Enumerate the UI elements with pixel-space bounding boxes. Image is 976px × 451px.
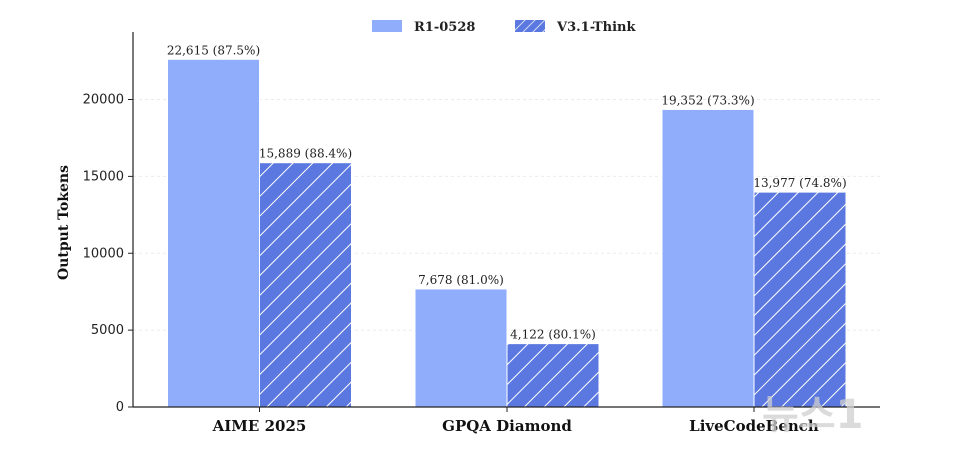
bars bbox=[167, 58, 847, 408]
bar-r1-0528 bbox=[167, 58, 260, 408]
legend-label: V3.1-Think bbox=[556, 20, 636, 35]
bar-v3-1-think bbox=[259, 162, 352, 408]
legend-swatch-r1-0528 bbox=[372, 20, 402, 32]
axes: 0 5000 10000 15000 20000 Output Tokens AIME 20… bbox=[56, 32, 880, 435]
data-labels: 22,615 (87.5%) 15,889 (88.4%) 7,678 (81.0%… bbox=[167, 43, 847, 341]
bar-r1-0528 bbox=[661, 108, 755, 408]
y-tick-label: 15000 bbox=[83, 169, 124, 184]
watermark-logo: 뉴스1 bbox=[762, 392, 863, 438]
y-tick-label: 10000 bbox=[83, 246, 124, 261]
x-tick-label: GPQA Diamond bbox=[442, 417, 572, 435]
data-label: 7,678 (81.0%) bbox=[418, 273, 504, 287]
data-label: 22,615 (87.5%) bbox=[167, 43, 260, 57]
x-tick-label: LiveCodeBench bbox=[689, 417, 819, 435]
legend-swatch-v3-1-think bbox=[515, 20, 545, 32]
y-tick-label: 5000 bbox=[91, 323, 124, 338]
data-label: 15,889 (88.4%) bbox=[259, 147, 352, 161]
data-label: 13,977 (74.8%) bbox=[753, 176, 846, 190]
y-tick-label: 20000 bbox=[83, 93, 124, 108]
bar-r1-0528 bbox=[414, 288, 508, 408]
x-tick-label: AIME 2025 bbox=[212, 417, 307, 435]
data-label: 19,352 (73.3%) bbox=[661, 93, 754, 107]
data-label: 4,122 (80.1%) bbox=[510, 328, 596, 342]
y-axis-label: Output Tokens bbox=[56, 165, 72, 280]
bar-v3-1-think bbox=[753, 191, 847, 408]
bar-v3-1-think bbox=[506, 343, 600, 408]
y-tick-label: 0 bbox=[116, 400, 124, 415]
legend-label: R1-0528 bbox=[414, 20, 475, 35]
legend: R1-0528 V3.1-Think bbox=[372, 20, 636, 35]
